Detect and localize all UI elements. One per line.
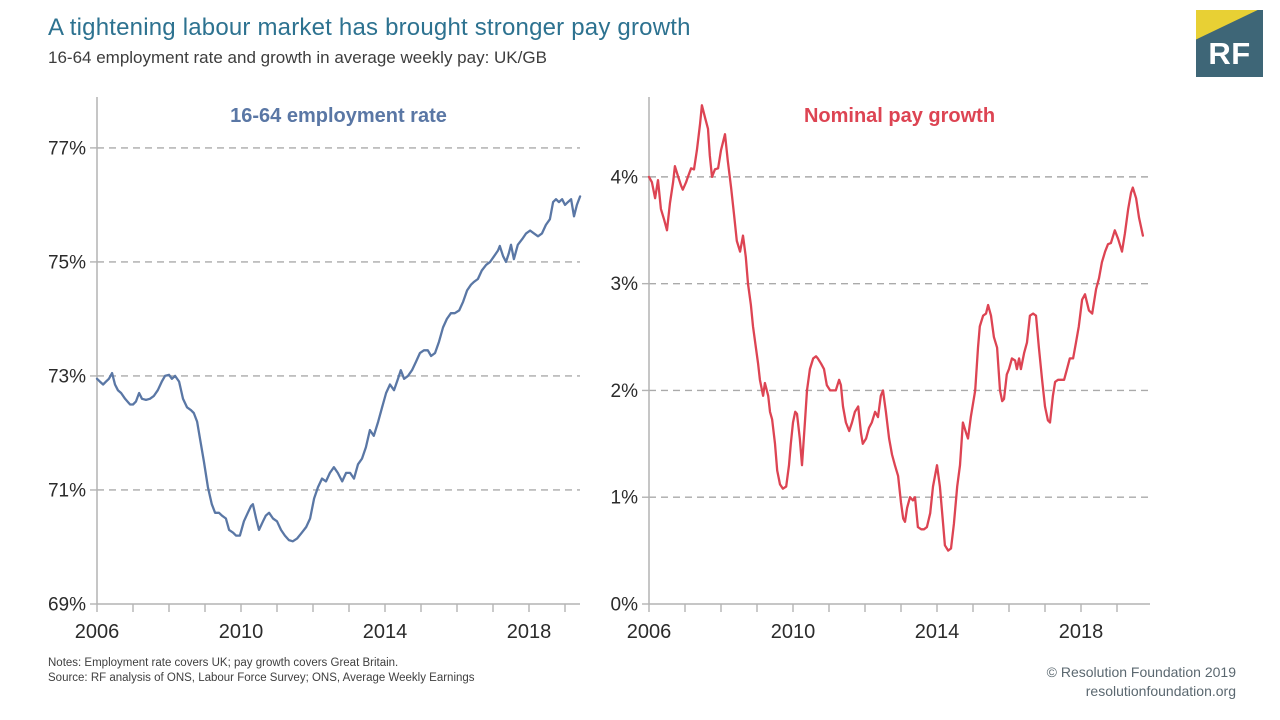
x-tick-label: 2018 bbox=[1059, 621, 1104, 643]
series-line bbox=[647, 104, 1145, 552]
chart-footnotes: Notes: Employment rate covers UK; pay gr… bbox=[48, 656, 475, 685]
pay-growth-plot: 0% 1% 2% 3% 4% 2006 2010 2014 2018 bbox=[611, 97, 1150, 643]
copyright-line: © Resolution Foundation 2019 bbox=[1046, 664, 1236, 680]
rf-logo: RF bbox=[1196, 10, 1263, 77]
gridlines bbox=[97, 147, 580, 491]
employment-rate-chart: 16-64 employment rate 69% 71% 73% 75% 77% 200… bbox=[40, 95, 600, 650]
website-line: resolutionfoundation.org bbox=[1085, 683, 1236, 699]
axes bbox=[642, 97, 1150, 612]
notes-line: Notes: Employment rate covers UK; pay gr… bbox=[48, 657, 399, 669]
series-line bbox=[95, 195, 582, 543]
y-tick-label: 3% bbox=[611, 274, 639, 295]
page-title: A tightening labour market has brought s… bbox=[48, 14, 691, 41]
y-tick-label: 0% bbox=[611, 595, 639, 616]
y-tick-label: 4% bbox=[611, 167, 639, 188]
y-tick-label: 1% bbox=[611, 488, 639, 509]
pay-growth-chart-title: Nominal pay growth bbox=[803, 105, 996, 127]
x-tick-label: 2014 bbox=[363, 621, 408, 643]
axis-labels: 69% 71% 73% 75% 77% 2006 2010 2014 2018 bbox=[48, 138, 551, 643]
y-tick-label: 2% bbox=[611, 381, 639, 402]
x-tick-label: 2006 bbox=[75, 621, 120, 643]
source-line: Source: RF analysis of ONS, Labour Force… bbox=[48, 671, 475, 684]
axis-labels: 0% 1% 2% 3% 4% 2006 2010 2014 2018 bbox=[611, 167, 1104, 643]
employment-rate-plot: 69% 71% 73% 75% 77% 2006 2010 2014 2018 bbox=[48, 97, 582, 643]
y-tick-label: 69% bbox=[48, 595, 86, 616]
x-tick-label: 2010 bbox=[219, 621, 264, 643]
y-tick-label: 75% bbox=[48, 252, 86, 273]
pay-growth-chart: Nominal pay growth 0% 1% 2% 3% 4% 2006 2010 201… bbox=[600, 95, 1175, 650]
y-tick-label: 71% bbox=[48, 480, 86, 501]
x-tick-label: 2006 bbox=[627, 621, 672, 643]
y-tick-label: 73% bbox=[48, 366, 86, 387]
axes bbox=[90, 97, 580, 612]
employment-rate-chart-title: 16-64 employment rate bbox=[230, 105, 447, 127]
y-tick-label: 77% bbox=[48, 138, 86, 159]
attribution: © Resolution Foundation 2019 resolutionf… bbox=[1047, 663, 1236, 701]
x-tick-label: 2010 bbox=[771, 621, 816, 643]
x-tick-label: 2018 bbox=[507, 621, 552, 643]
x-tick-label: 2014 bbox=[915, 621, 960, 643]
page-subtitle: 16-64 employment rate and growth in aver… bbox=[48, 48, 547, 67]
rf-logo-text: RF bbox=[1208, 36, 1251, 71]
gridlines bbox=[649, 176, 1150, 498]
